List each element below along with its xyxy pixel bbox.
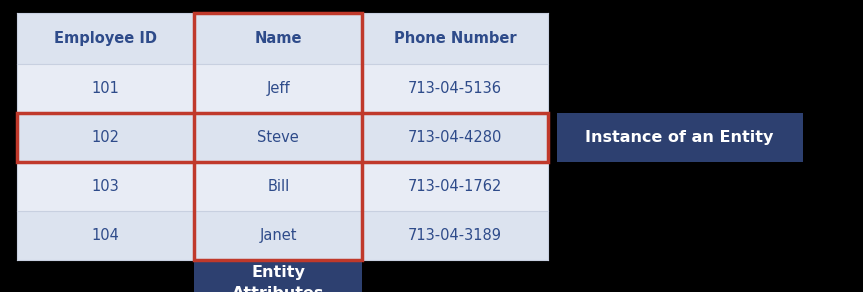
FancyBboxPatch shape xyxy=(362,113,548,162)
Text: Phone Number: Phone Number xyxy=(394,31,517,46)
Text: 101: 101 xyxy=(91,81,120,96)
FancyBboxPatch shape xyxy=(194,64,362,113)
FancyBboxPatch shape xyxy=(362,64,548,113)
Text: Jeff: Jeff xyxy=(267,81,290,96)
Text: 102: 102 xyxy=(91,130,120,145)
FancyBboxPatch shape xyxy=(362,162,548,211)
Text: Bill: Bill xyxy=(268,179,289,194)
FancyBboxPatch shape xyxy=(17,211,194,260)
Text: Entity
Attributes: Entity Attributes xyxy=(232,265,324,292)
FancyBboxPatch shape xyxy=(194,13,362,64)
FancyBboxPatch shape xyxy=(194,211,362,260)
FancyBboxPatch shape xyxy=(194,113,362,162)
FancyBboxPatch shape xyxy=(17,162,194,211)
FancyBboxPatch shape xyxy=(362,211,548,260)
FancyBboxPatch shape xyxy=(17,13,194,64)
Text: Name: Name xyxy=(255,31,302,46)
Text: 104: 104 xyxy=(91,228,120,244)
Text: Steve: Steve xyxy=(257,130,299,145)
Text: 713-04-4280: 713-04-4280 xyxy=(408,130,502,145)
Text: Employee ID: Employee ID xyxy=(54,31,157,46)
Text: Instance of an Entity: Instance of an Entity xyxy=(585,130,774,145)
FancyBboxPatch shape xyxy=(194,260,362,292)
Text: 103: 103 xyxy=(91,179,120,194)
Text: 713-04-3189: 713-04-3189 xyxy=(408,228,502,244)
FancyBboxPatch shape xyxy=(557,113,803,162)
FancyBboxPatch shape xyxy=(362,13,548,64)
Text: Janet: Janet xyxy=(260,228,297,244)
Text: 713-04-5136: 713-04-5136 xyxy=(408,81,502,96)
FancyBboxPatch shape xyxy=(17,113,194,162)
FancyBboxPatch shape xyxy=(194,162,362,211)
FancyBboxPatch shape xyxy=(17,64,194,113)
Text: 713-04-1762: 713-04-1762 xyxy=(408,179,502,194)
